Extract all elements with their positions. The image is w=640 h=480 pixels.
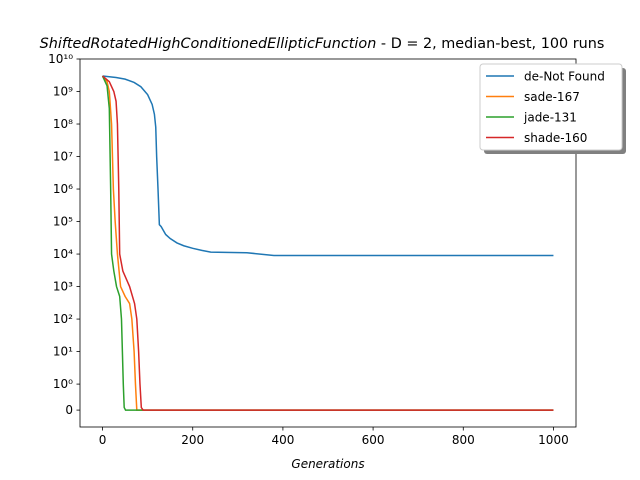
y-tick-label: 10⁰: [53, 377, 73, 391]
x-tick-label: 400: [271, 433, 294, 447]
legend-label: jade-131: [523, 111, 577, 125]
legend-label: shade-160: [524, 131, 587, 145]
y-tick-label: 10³: [53, 280, 73, 294]
legend-box: [479, 63, 623, 151]
series-line: [101, 75, 554, 411]
x-tick-label: 600: [362, 433, 385, 447]
series-line: [101, 75, 554, 411]
y-tick-label: 0: [65, 403, 73, 417]
x-axis-label: Generations: [291, 457, 364, 471]
title-function: ShiftedRotatedHighConditionedEllipticFun…: [40, 36, 377, 52]
y-tick-label: 10⁵: [53, 215, 73, 229]
title-rest: - D = 2, median-best, 100 runs: [376, 36, 604, 52]
legend-label: sade-167: [524, 90, 580, 104]
series-line: [102, 75, 554, 411]
y-tick-label: 10¹: [53, 345, 73, 359]
series-line: [102, 75, 554, 257]
y-tick-label: 10⁷: [53, 150, 73, 164]
y-tick-label: 10¹⁰: [48, 52, 73, 66]
x-tick-label: 1000: [538, 433, 569, 447]
y-tick-label: 10⁹: [53, 85, 73, 99]
chart-title: ShiftedRotatedHighConditionedEllipticFun…: [40, 36, 605, 52]
y-tick-label: 10⁶: [53, 182, 73, 196]
x-tick-label: 200: [181, 433, 204, 447]
x-tick-label: 0: [99, 433, 107, 447]
y-tick-label: 10²: [53, 312, 73, 326]
y-tick-label: 10⁴: [53, 247, 73, 261]
x-tick-label: 800: [452, 433, 475, 447]
legend-label: de-Not Found: [524, 70, 605, 84]
axes-frame: [79, 58, 577, 428]
y-tick-label: 10⁸: [53, 117, 73, 131]
